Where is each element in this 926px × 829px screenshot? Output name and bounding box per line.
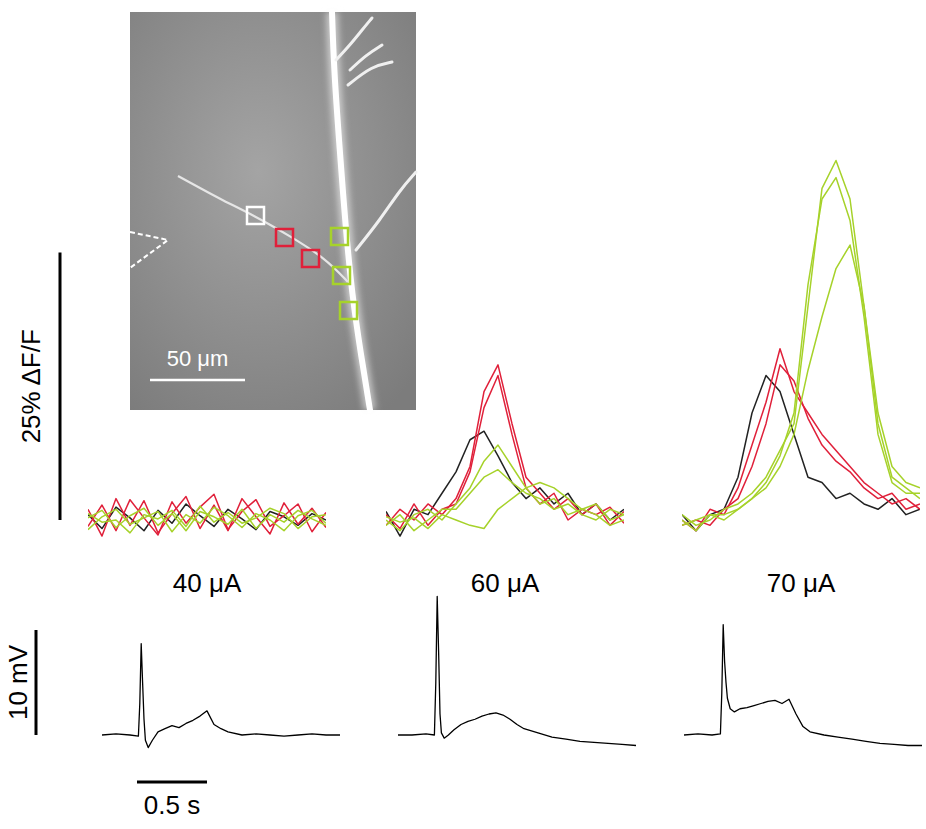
plot-area [88, 494, 326, 536]
fluorescence-trace [386, 483, 624, 529]
fluorescence-trace [386, 470, 624, 531]
plot-area [682, 160, 920, 530]
figure: 40 μA 60 μA 70 μA 25% ΔF/F 10 mV 0.5 s 50 μm [0, 0, 926, 829]
fluorescence-trace [682, 178, 920, 531]
roi [333, 267, 350, 284]
plot-area [684, 625, 922, 746]
image-scale-bar [150, 379, 245, 382]
plot-area [102, 644, 340, 748]
dendrite-branch [348, 62, 392, 85]
scale-bar-label: 0.5 s [144, 790, 200, 820]
scale-bar [59, 253, 62, 521]
fluorescence-trace [386, 431, 624, 536]
roi [302, 250, 319, 267]
scale-bar [35, 630, 38, 735]
voltage-trace [684, 625, 922, 746]
plot-area [398, 596, 636, 745]
scale-bar-label: 25% ΔF/F [16, 329, 46, 443]
panel-title: 70 μA [767, 568, 836, 598]
plot-area [386, 365, 624, 536]
roi [331, 228, 348, 245]
roi [276, 229, 293, 246]
dendrite-branch [356, 172, 416, 250]
panel-title: 40 μA [173, 568, 242, 598]
scale-bar-label: 10 mV [3, 644, 33, 720]
roi [247, 207, 264, 224]
fluorescence-trace [88, 496, 326, 536]
fluorescence-trace [88, 506, 326, 533]
micrograph-background [130, 12, 416, 410]
fluorescence-trace [386, 365, 624, 525]
micrograph: 50 μm [130, 12, 416, 410]
fluorescence-trace [88, 494, 326, 535]
fluorescence-trace [386, 445, 624, 531]
voltage-trace [398, 596, 636, 745]
scale-bar [137, 781, 207, 784]
panel-title: 60 μA [471, 568, 540, 598]
fluorescence-trace [682, 245, 920, 525]
image-scale-bar-label: 50 μm [167, 346, 229, 371]
voltage-trace [102, 644, 340, 748]
thin-process [178, 176, 348, 282]
pipette [130, 232, 168, 268]
roi [340, 302, 357, 319]
fluorescence-trace [386, 376, 624, 529]
